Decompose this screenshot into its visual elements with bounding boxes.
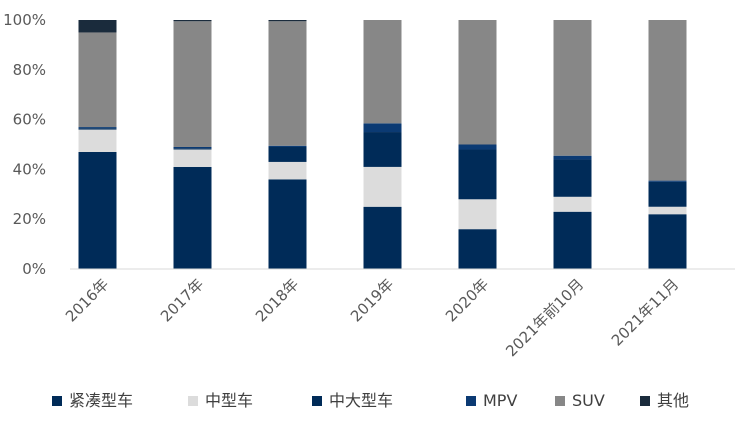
bar-segment: [363, 206, 402, 269]
x-tick-label: 2020年: [442, 275, 492, 325]
y-tick-label: 80%: [13, 61, 46, 79]
bar-segment: [553, 155, 592, 160]
bar-segment: [268, 161, 307, 180]
bar-segment: [648, 206, 687, 215]
bar-segment: [553, 196, 592, 212]
x-tick-label: 2016年: [62, 275, 112, 325]
legend-label: 中型车: [205, 391, 253, 410]
legend-item: 紧凑型车: [52, 391, 133, 410]
legend-item: SUV: [555, 391, 605, 410]
y-tick-label: 40%: [13, 160, 46, 178]
bar-segment: [173, 166, 212, 269]
legend: 紧凑型车 中型车 中大型车 MPV SUV 其他: [52, 391, 689, 410]
bar-stack: [458, 20, 497, 269]
legend-swatch: [640, 396, 650, 406]
legend-label: 其他: [657, 391, 689, 410]
x-tick-label: 2019年: [347, 275, 397, 325]
legend-label: 中大型车: [329, 391, 393, 410]
y-tick-label: 100%: [3, 11, 46, 29]
bar-segment: [268, 20, 307, 22]
legend-label: MPV: [483, 391, 517, 410]
bar-segment: [458, 229, 497, 269]
bar-segment: [78, 20, 117, 33]
bar-stack: [648, 20, 687, 269]
legend-item: 中大型车: [312, 391, 393, 410]
bar-segment: [458, 199, 497, 230]
bar-segment: [363, 123, 402, 133]
y-tick-label: 60%: [13, 111, 46, 129]
bar-segment: [78, 128, 117, 130]
bar-segment: [173, 149, 212, 167]
legend-swatch: [555, 396, 565, 406]
bar-segment: [173, 148, 212, 150]
bar-stack: [363, 20, 402, 269]
legend-item: MPV: [466, 391, 517, 410]
legend-swatch: [188, 396, 198, 406]
bar-segment: [648, 20, 687, 181]
legend-label: 紧凑型车: [69, 391, 133, 410]
legend-item: 其他: [640, 391, 689, 410]
bar-segment: [173, 21, 212, 147]
x-tick-label: 2021年11月: [608, 275, 682, 349]
x-tick-label: 2017年: [157, 275, 207, 325]
bar-segment: [268, 21, 307, 146]
x-tick-label: 2021年前10月: [502, 275, 587, 360]
bars-group: [78, 20, 687, 269]
bar-segment: [173, 20, 212, 22]
bar-segment: [553, 159, 592, 197]
bar-segment: [268, 146, 307, 162]
bar-segment: [648, 214, 687, 269]
bar-segment: [553, 20, 592, 156]
bar-segment: [458, 149, 497, 200]
bar-segment: [648, 181, 687, 207]
bar-segment: [78, 151, 117, 269]
x-axis-labels: 2016年 2017年 2018年 2019年 2020年 2021年前10月 2021年1…: [62, 275, 682, 360]
bar-segment: [363, 132, 402, 167]
bar-segment: [648, 180, 687, 182]
legend-swatch: [312, 396, 322, 406]
bar-stack: [78, 20, 117, 269]
x-tick-label: 2018年: [252, 275, 302, 325]
bar-segment: [363, 166, 402, 207]
bar-stack: [268, 20, 307, 269]
bar-stack: [173, 20, 212, 269]
bar-segment: [458, 20, 497, 145]
y-tick-label: 0%: [22, 260, 46, 278]
bar-segment: [458, 144, 497, 150]
bar-segment: [173, 146, 212, 149]
bar-segment: [78, 127, 117, 129]
legend-label: SUV: [572, 391, 605, 410]
bar-segment: [268, 145, 307, 147]
bar-segment: [78, 32, 117, 128]
legend-item: 中型车: [188, 391, 253, 410]
bar-segment: [78, 129, 117, 152]
y-axis-ticks: 0% 20% 40% 60% 80% 100%: [3, 11, 46, 278]
bar-segment: [553, 211, 592, 269]
bar-stack: [553, 20, 592, 269]
bar-segment: [363, 20, 402, 124]
y-tick-label: 20%: [13, 210, 46, 228]
legend-swatch: [52, 396, 62, 406]
legend-swatch: [466, 396, 476, 406]
bar-segment: [268, 179, 307, 269]
